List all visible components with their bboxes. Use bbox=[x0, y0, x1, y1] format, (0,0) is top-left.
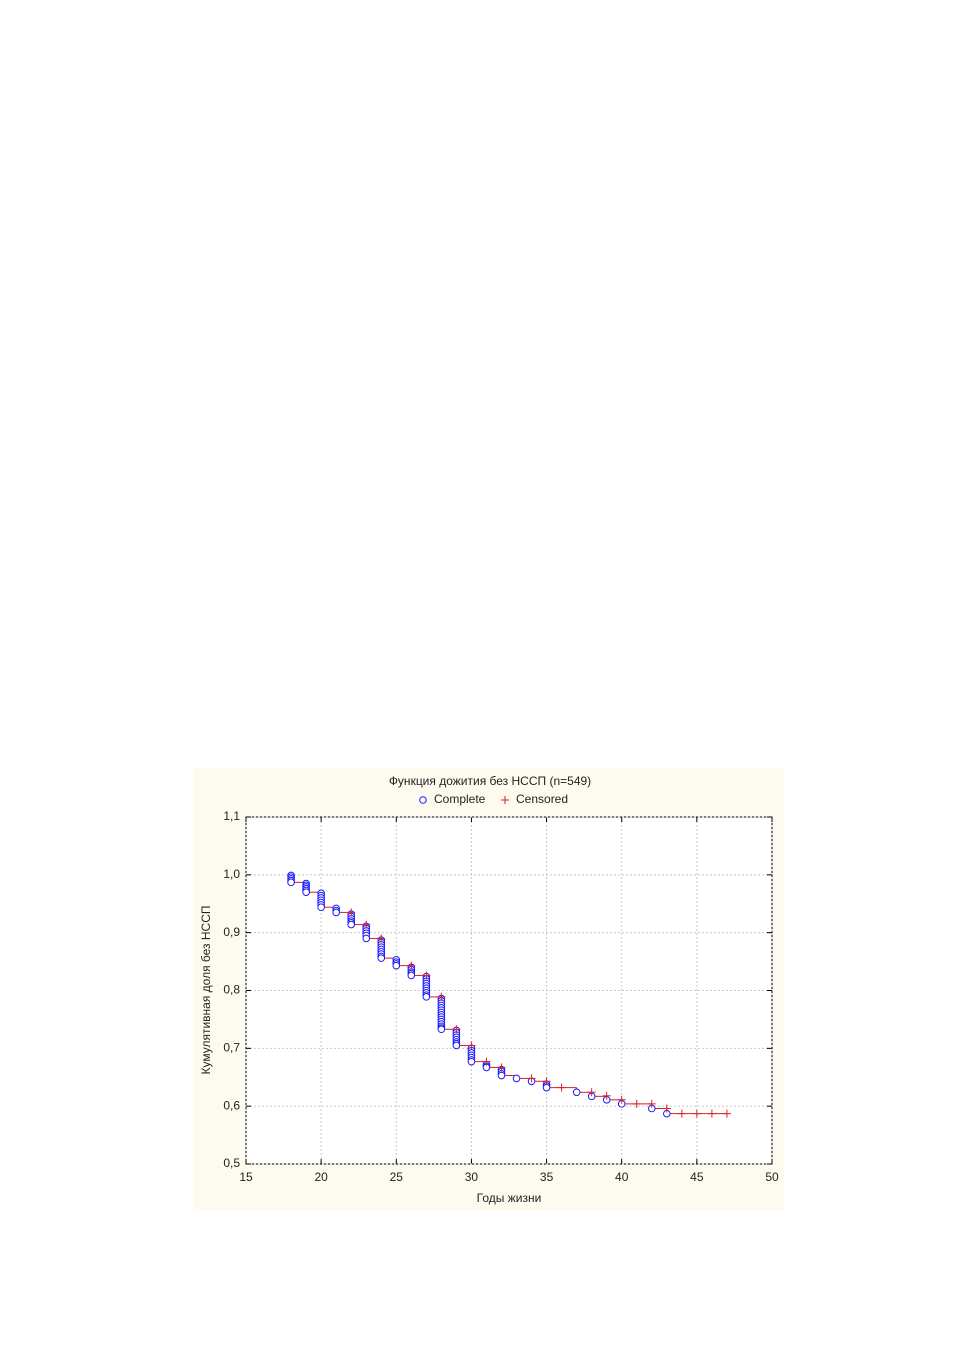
chart-title: Функция дожития без НССП (n=549) bbox=[389, 774, 591, 788]
censored-point bbox=[707, 1109, 716, 1118]
censored-point bbox=[662, 1104, 671, 1113]
y-tick-label: 0,9 bbox=[223, 925, 240, 939]
censored-point bbox=[347, 908, 356, 917]
complete-point bbox=[437, 1025, 446, 1034]
censored-point bbox=[557, 1083, 566, 1092]
complete-point bbox=[302, 888, 310, 896]
censored-point bbox=[647, 1099, 656, 1108]
censored-point bbox=[542, 1077, 551, 1086]
plot-area bbox=[245, 816, 773, 1165]
x-tick-label: 45 bbox=[690, 1170, 704, 1184]
complete-point bbox=[452, 1041, 461, 1050]
censored-point bbox=[467, 1041, 476, 1050]
complete-point bbox=[362, 934, 371, 943]
x-tick-label: 30 bbox=[465, 1170, 479, 1184]
complete-point bbox=[377, 954, 386, 962]
x-tick-label: 20 bbox=[314, 1170, 328, 1184]
x-tick-label: 35 bbox=[540, 1170, 554, 1184]
complete-point bbox=[497, 1071, 506, 1080]
legend-label: Censored bbox=[516, 792, 568, 806]
censored-point bbox=[452, 1025, 461, 1034]
censored-point bbox=[692, 1109, 701, 1118]
x-axis-label: Годы жизни bbox=[477, 1191, 542, 1205]
x-tick-label: 50 bbox=[765, 1170, 779, 1184]
complete-point bbox=[467, 1057, 476, 1066]
censored-point bbox=[587, 1088, 596, 1097]
complete-point bbox=[317, 903, 325, 912]
censored-point bbox=[722, 1109, 731, 1118]
complete-point bbox=[332, 908, 340, 917]
complete-point bbox=[512, 1074, 521, 1083]
y-tick-label: 0,8 bbox=[223, 983, 240, 997]
y-axis-label: Кумулятивная доля без НССП bbox=[199, 905, 213, 1074]
x-tick-label: 25 bbox=[390, 1170, 404, 1184]
censored-point bbox=[617, 1095, 626, 1104]
complete-point bbox=[422, 993, 431, 1001]
x-tick-label: 40 bbox=[615, 1170, 629, 1184]
censored-point bbox=[377, 934, 386, 943]
legend-marker bbox=[419, 796, 427, 804]
legend-marker bbox=[501, 796, 509, 804]
censored-point bbox=[602, 1091, 611, 1100]
y-tick-label: 0,5 bbox=[223, 1156, 240, 1170]
complete-point bbox=[392, 961, 401, 970]
censored-point bbox=[632, 1099, 641, 1108]
censored-point bbox=[677, 1109, 686, 1118]
y-tick-label: 1,1 bbox=[223, 809, 240, 823]
y-tick-label: 0,7 bbox=[223, 1041, 240, 1055]
censored-point bbox=[362, 920, 371, 929]
complete-point bbox=[407, 971, 416, 980]
complete-point bbox=[572, 1088, 581, 1097]
censored-point bbox=[497, 1063, 506, 1072]
censored-point bbox=[422, 971, 431, 980]
censored-point bbox=[527, 1074, 536, 1083]
complete-point bbox=[347, 920, 356, 929]
legend-label: Complete bbox=[434, 792, 486, 806]
complete-point bbox=[542, 1083, 551, 1092]
censored-point bbox=[407, 961, 416, 970]
x-tick-label: 15 bbox=[239, 1170, 253, 1184]
censored-point bbox=[482, 1057, 491, 1066]
censored-point bbox=[437, 992, 446, 1001]
y-tick-label: 1,0 bbox=[223, 867, 240, 881]
complete-point bbox=[287, 878, 295, 887]
y-tick-label: 0,6 bbox=[223, 1098, 240, 1112]
